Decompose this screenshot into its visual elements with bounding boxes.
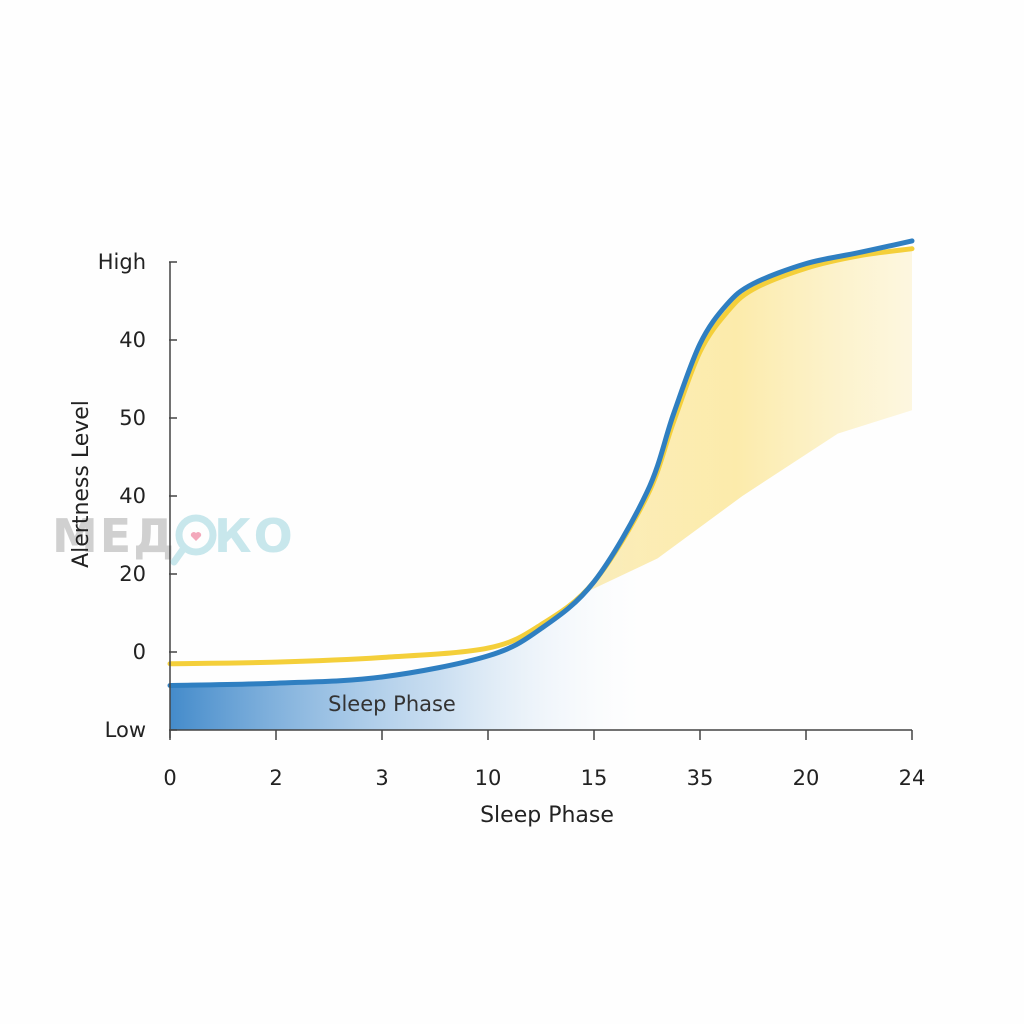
y-tick-label: 40 <box>119 328 146 352</box>
y-ticks: Low 0 20 40 50 40 High <box>98 250 177 742</box>
x-tick-label: 3 <box>375 766 388 790</box>
y-tick-label: 20 <box>119 562 146 586</box>
watermark-magnifier-icon <box>170 514 217 566</box>
x-axis-title: Sleep Phase <box>480 803 614 828</box>
watermark: МЕД КО <box>52 509 295 566</box>
x-tick-label: 0 <box>163 766 176 790</box>
watermark-right: КО <box>214 509 295 563</box>
y-tick-label: 0 <box>133 640 146 664</box>
x-tick-label: 10 <box>475 766 502 790</box>
x-tick-label: 20 <box>793 766 820 790</box>
sleep-phase-annotation: Sleep Phase <box>328 692 456 716</box>
series-line-blue <box>167 238 915 688</box>
y-axis-title: Alertness Level <box>69 400 94 568</box>
x-tick-label: 2 <box>269 766 282 790</box>
x-tick-label: 35 <box>687 766 714 790</box>
y-tick-label: High <box>98 250 146 274</box>
y-tick-label: 50 <box>119 406 146 430</box>
y-tick-label: 40 <box>119 484 146 508</box>
x-tick-label: 24 <box>899 766 926 790</box>
x-tick-label: 15 <box>581 766 608 790</box>
series-lines <box>167 238 915 688</box>
yellow-area-fill <box>583 248 912 594</box>
x-ticks: 0 2 3 10 15 35 20 24 <box>163 730 925 790</box>
watermark-left: МЕД <box>52 509 176 563</box>
y-tick-label: Low <box>105 718 146 742</box>
blue-area-fill <box>170 465 658 730</box>
